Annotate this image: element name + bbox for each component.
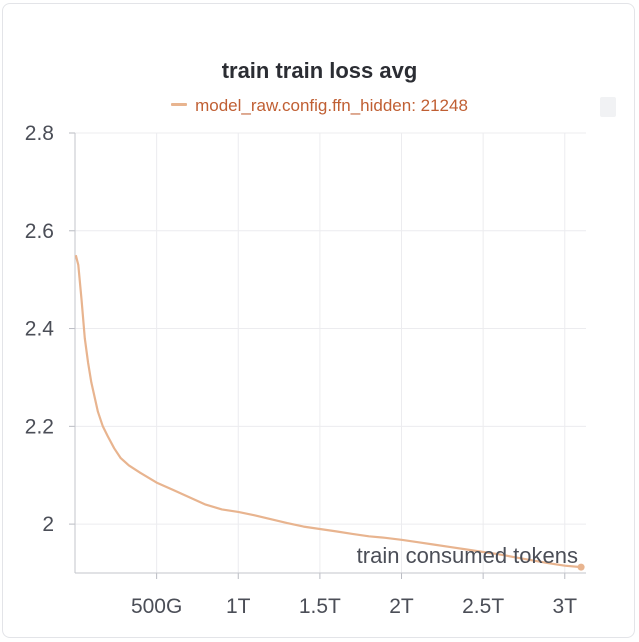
axes: [69, 132, 586, 579]
y-tick-label: 2.4: [25, 318, 55, 341]
legend: model_raw.config.ffn_hidden: 21248: [0, 96, 639, 116]
series-end-point[interactable]: [577, 563, 585, 571]
x-tick-label: 2.5T: [462, 595, 504, 618]
series-line: [74, 254, 582, 569]
series-group: [74, 254, 585, 571]
legend-swatch: [171, 103, 188, 107]
x-tick-label: 500G: [131, 595, 182, 618]
x-tick-label: 1.5T: [299, 595, 341, 618]
y-tick-label: 2: [42, 513, 54, 536]
y-tick-label: 2.8: [25, 122, 54, 145]
tick-labels: 2 2.2 2.4 2.6 2.8 500G 1T 1.5T 2T 2.5T 3T: [25, 122, 577, 618]
y-tick-label: 2.2: [25, 415, 54, 438]
chart-title: train train loss avg: [221, 58, 418, 83]
grid: [75, 132, 586, 573]
legend-label: model_raw.config.ffn_hidden: 21248: [195, 96, 468, 115]
x-tick-label: 3T: [553, 595, 578, 618]
legend-scroll-handle[interactable]: [600, 97, 616, 117]
x-tick-label: 2T: [389, 595, 414, 618]
x-tick-label: 1T: [226, 595, 251, 618]
y-tick-label: 2.6: [25, 220, 54, 243]
chart-panel: [2, 3, 635, 638]
x-axis-label: train consumed tokens: [357, 543, 578, 568]
